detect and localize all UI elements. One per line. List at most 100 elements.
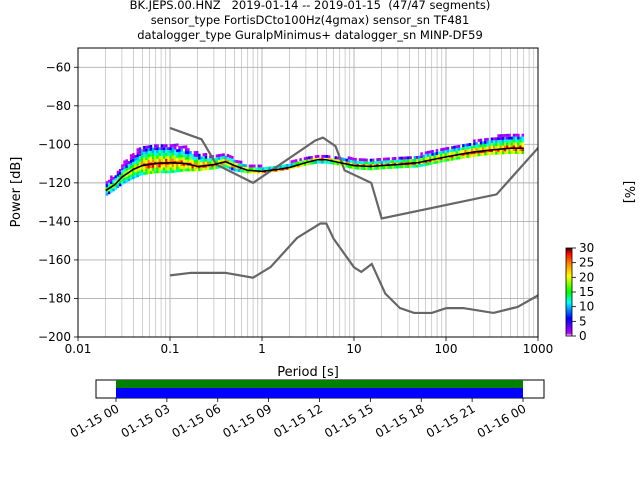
colorbar-label: [%]	[621, 181, 636, 204]
density-cell	[510, 148, 514, 152]
timeline-tick-label: 01-15 03	[119, 401, 173, 440]
density-cell	[499, 142, 503, 146]
density-cell	[107, 185, 111, 189]
density-cell	[231, 158, 234, 162]
density-cell	[169, 167, 172, 171]
density-cell	[453, 151, 456, 155]
x-tick-label: 10	[346, 342, 361, 356]
density-cell	[217, 162, 221, 166]
density-cell	[165, 170, 168, 174]
density-cell	[176, 157, 179, 161]
density-cell	[468, 145, 472, 149]
density-cell	[435, 149, 439, 152]
density-cell	[323, 154, 327, 158]
density-cell	[187, 153, 190, 157]
density-cell	[299, 161, 302, 164]
density-cell	[176, 166, 179, 170]
density-cell	[517, 148, 520, 152]
density-cell	[132, 170, 135, 174]
density-cell	[503, 145, 507, 149]
density-cell	[158, 158, 161, 162]
density-cell	[455, 151, 459, 154]
density-cell	[158, 170, 161, 174]
density-cell	[303, 157, 307, 160]
density-cell	[378, 157, 382, 161]
density-cell	[149, 171, 153, 174]
density-cell	[149, 150, 153, 154]
density-cell	[145, 165, 148, 169]
density-cell	[385, 157, 388, 161]
density-cell	[136, 159, 139, 163]
density-cell	[215, 160, 219, 164]
density-cell	[105, 181, 109, 185]
density-cell	[112, 182, 115, 186]
density-cell	[228, 163, 232, 167]
density-cell	[508, 148, 511, 152]
density-cell	[195, 159, 199, 163]
density-cell	[116, 170, 120, 174]
density-cell	[145, 171, 148, 175]
density-cell	[297, 164, 300, 168]
density-cell	[138, 156, 142, 159]
density-cell	[154, 164, 157, 168]
density-cell	[363, 161, 366, 165]
density-cell	[204, 153, 208, 156]
density-cell	[253, 164, 256, 168]
density-cell	[107, 179, 111, 183]
density-cell	[455, 148, 459, 152]
density-cell	[173, 169, 177, 173]
density-cell	[167, 150, 170, 153]
density-cell	[160, 167, 164, 171]
density-cell	[173, 143, 177, 147]
density-cell	[145, 151, 148, 155]
density-cell	[310, 161, 313, 165]
density-cell	[173, 155, 177, 159]
density-cell	[154, 144, 157, 148]
density-cell	[189, 165, 192, 169]
density-cell	[501, 142, 505, 146]
density-cell	[484, 141, 487, 144]
density-cell	[457, 150, 461, 154]
density-cell	[345, 161, 349, 165]
density-cell	[479, 153, 483, 157]
density-cell	[112, 179, 115, 183]
density-cell	[514, 136, 518, 140]
density-cell	[123, 166, 126, 170]
density-cell	[222, 164, 225, 168]
density-cell	[167, 164, 170, 168]
density-cell	[451, 149, 454, 152]
density-cell	[415, 155, 419, 159]
density-cell	[499, 148, 503, 152]
density-cell	[160, 147, 164, 151]
density-cell	[517, 133, 520, 137]
density-cell	[497, 142, 500, 146]
density-cell	[237, 163, 241, 167]
density-cell	[286, 164, 289, 167]
density-cell	[169, 144, 172, 148]
density-cell	[224, 158, 228, 162]
density-cell	[391, 157, 395, 161]
density-cell	[162, 153, 166, 156]
density-cell	[433, 161, 437, 164]
density-cell	[132, 158, 135, 162]
density-cell	[431, 161, 434, 165]
density-cell	[521, 145, 525, 149]
density-cell	[497, 151, 500, 155]
density-cell	[173, 149, 177, 153]
density-cell	[514, 139, 518, 143]
density-cell	[156, 170, 159, 174]
density-cell	[486, 146, 489, 150]
density-cell	[517, 145, 520, 149]
density-cell	[206, 167, 210, 171]
density-cell	[446, 158, 450, 162]
density-cell	[303, 162, 307, 166]
density-cell	[193, 168, 197, 172]
density-cell	[116, 176, 120, 180]
density-cell	[204, 155, 208, 159]
density-cell	[127, 161, 131, 164]
density-cell	[371, 167, 375, 171]
density-cell	[151, 153, 155, 157]
density-cell	[195, 153, 199, 157]
density-cell	[519, 142, 522, 146]
density-cell	[519, 136, 522, 140]
